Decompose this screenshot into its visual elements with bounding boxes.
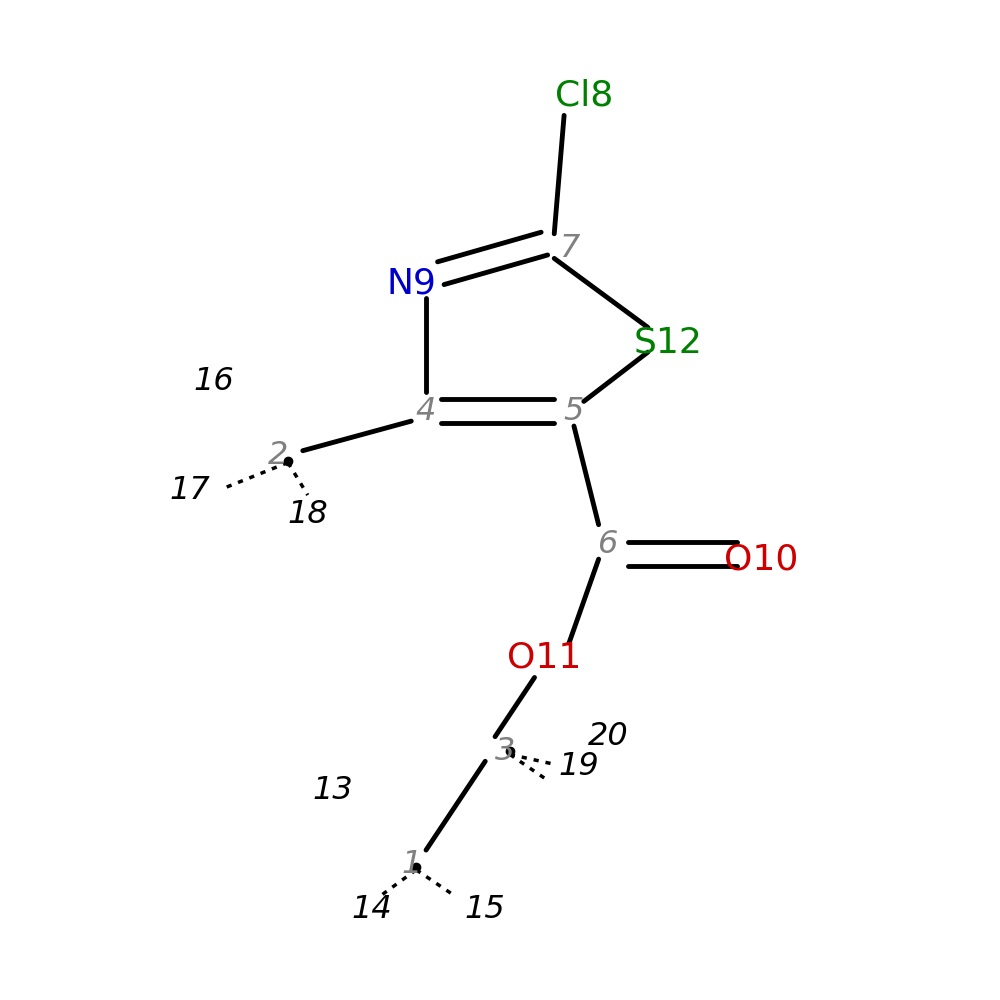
Text: 7: 7 bbox=[559, 233, 579, 264]
Text: 1: 1 bbox=[401, 849, 421, 880]
Text: 15: 15 bbox=[465, 894, 506, 925]
Text: Cl8: Cl8 bbox=[555, 79, 613, 113]
Text: 2: 2 bbox=[268, 440, 288, 471]
Text: 14: 14 bbox=[351, 894, 392, 925]
Text: 16: 16 bbox=[194, 366, 234, 397]
Text: 17: 17 bbox=[169, 475, 210, 506]
Text: 13: 13 bbox=[312, 775, 353, 806]
Text: O10: O10 bbox=[724, 542, 799, 576]
Text: N9: N9 bbox=[386, 266, 436, 300]
Text: O11: O11 bbox=[507, 641, 582, 675]
Text: 18: 18 bbox=[287, 499, 328, 530]
Text: 20: 20 bbox=[588, 721, 629, 752]
Text: 3: 3 bbox=[495, 736, 515, 767]
Text: 4: 4 bbox=[416, 396, 436, 427]
Text: 5: 5 bbox=[564, 396, 584, 427]
Text: 19: 19 bbox=[559, 751, 599, 782]
Text: 6: 6 bbox=[598, 529, 619, 560]
Text: S12: S12 bbox=[633, 325, 702, 359]
